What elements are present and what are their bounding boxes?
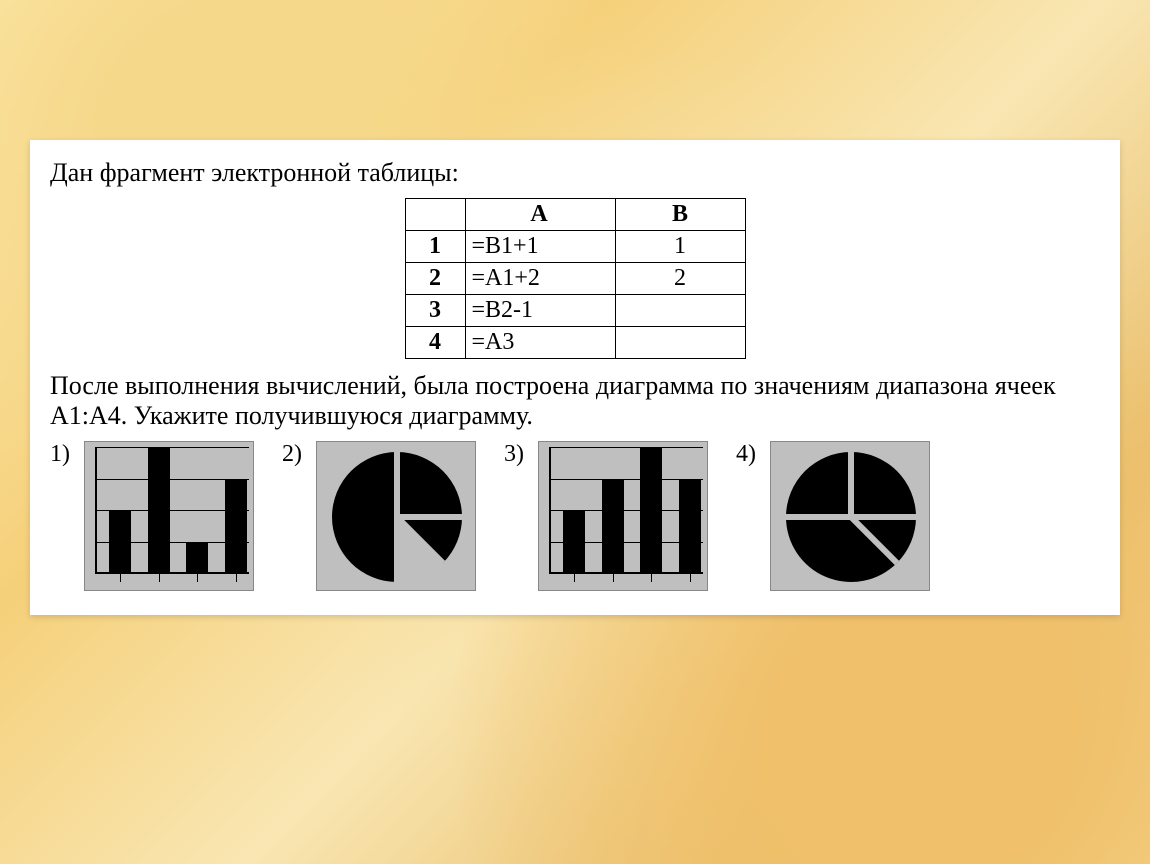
table-row: 1 =B1+1 1 [405, 231, 745, 263]
option-4: 4) [736, 441, 930, 591]
option-1: 1) [50, 441, 254, 591]
cell [615, 327, 745, 359]
prompt-text-1: Дан фрагмент электронной таблицы: [50, 158, 1100, 188]
option-label: 2) [282, 441, 310, 468]
prompt-text-2: После выполнения вычислений, была постро… [50, 371, 1100, 431]
option-label: 3) [504, 441, 532, 468]
option-label: 1) [50, 441, 78, 468]
table-row: 3 =B2-1 [405, 295, 745, 327]
bar-chart-1 [84, 441, 254, 591]
table-row: 2 =A1+2 2 [405, 263, 745, 295]
row-header: 4 [405, 327, 465, 359]
cell: =B2-1 [465, 295, 615, 327]
option-2: 2) [282, 441, 476, 591]
options-row: 1) 2) 3) 4) [50, 441, 1100, 591]
question-card: Дан фрагмент электронной таблицы: A B 1 … [30, 140, 1120, 615]
cell [615, 295, 745, 327]
cell: =A3 [465, 327, 615, 359]
option-label: 4) [736, 441, 764, 468]
option-3: 3) [504, 441, 708, 591]
row-header: 3 [405, 295, 465, 327]
col-header-A: A [465, 199, 615, 231]
corner-cell [405, 199, 465, 231]
spreadsheet-wrap: A B 1 =B1+1 1 2 =A1+2 2 3 =B2-1 4 =A3 [50, 198, 1100, 359]
cell: =B1+1 [465, 231, 615, 263]
cell: 2 [615, 263, 745, 295]
row-header: 2 [405, 263, 465, 295]
pie-chart-2 [316, 441, 476, 591]
pie-chart-4 [770, 441, 930, 591]
row-header: 1 [405, 231, 465, 263]
cell: =A1+2 [465, 263, 615, 295]
table-row: 4 =A3 [405, 327, 745, 359]
col-header-B: B [615, 199, 745, 231]
bar-chart-3 [538, 441, 708, 591]
spreadsheet-table: A B 1 =B1+1 1 2 =A1+2 2 3 =B2-1 4 =A3 [405, 198, 746, 359]
cell: 1 [615, 231, 745, 263]
